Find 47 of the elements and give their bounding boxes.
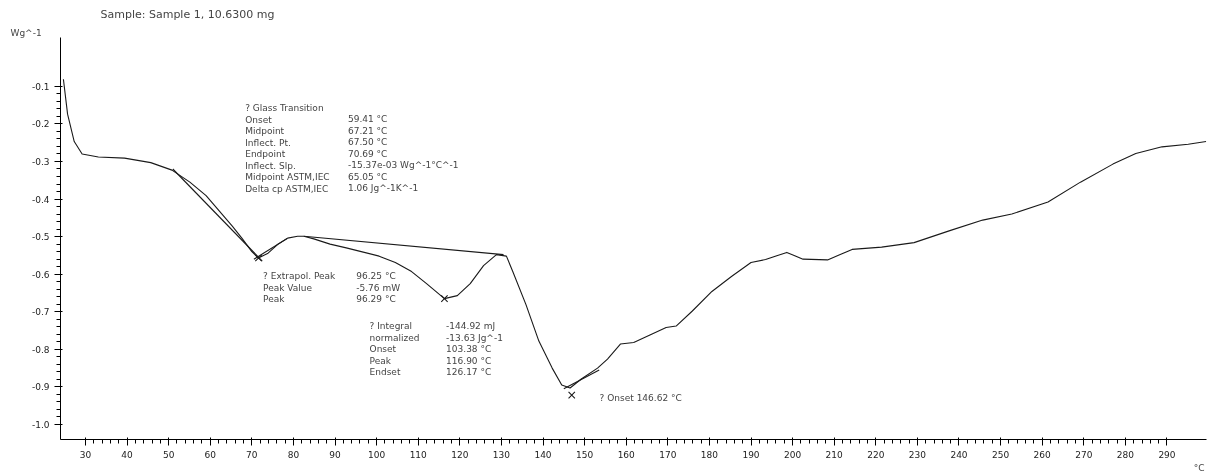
x-tick-label: 280 (1116, 449, 1135, 460)
annotation: ? Glass Transition Onset Midpoint Inflect. Pt. Endpoint Inflect. Slp. Midpoint ASTM,IEC Delta cp ASTM,IEC (245, 103, 330, 194)
annotation: -144.92 mJ -13.63 Jg^-1 103.38 °C 116.90 °C 126.17 °C (446, 321, 503, 378)
y-tick-label: -0.6 (31, 269, 50, 280)
x-tick-label: 260 (1033, 449, 1052, 460)
x-tick-label: 270 (1075, 449, 1093, 460)
x-tick-label: 100 (368, 449, 386, 460)
x-tick-label: 160 (617, 449, 636, 460)
y-tick-label: -0.3 (31, 156, 50, 167)
y-axis-title: Wg^-1 (10, 27, 42, 38)
x-tick-label: 150 (576, 449, 594, 460)
x-tick-label: 110 (409, 449, 428, 460)
y-tick-label: -0.7 (31, 307, 50, 318)
x-tick-label: 210 (825, 449, 844, 460)
x-tick-label: 240 (950, 449, 968, 460)
y-tick-label: -0.1 (31, 81, 50, 92)
x-tick-label: 50 (162, 449, 175, 460)
x-tick-label: 170 (659, 449, 677, 460)
chart-title: Sample: Sample 1, 10.6300 mg (100, 7, 275, 21)
x-tick-label: 90 (329, 449, 342, 460)
annotation: ? Onset 146.62 °C (599, 392, 682, 403)
x-tick-label: 120 (451, 449, 469, 460)
y-tick-label: -0.9 (31, 382, 50, 393)
x-tick-label: 80 (287, 449, 300, 460)
y-tick-label: -1.0 (31, 419, 50, 430)
annotation: ? Extrapol. Peak Peak Value Peak (263, 271, 337, 305)
x-tick-label: 40 (121, 449, 134, 460)
x-tick-label: 290 (1158, 449, 1176, 460)
y-tick-label: -0.2 (31, 119, 50, 130)
x-tick-label: 190 (742, 449, 760, 460)
x-tick-label: 70 (246, 449, 258, 460)
y-tick-label: -0.4 (31, 194, 50, 205)
x-tick-label: 30 (79, 449, 92, 460)
y-tick-label: -0.5 (31, 232, 50, 243)
x-tick-label: 230 (908, 449, 927, 460)
x-tick-label: 200 (784, 449, 802, 460)
x-tick-label: 140 (534, 449, 552, 460)
x-tick-label: 130 (492, 449, 511, 460)
x-tick-label: 220 (867, 449, 885, 460)
annotation: ? Integral normalized Onset Peak Endset (369, 321, 420, 378)
y-tick-label: -0.8 (31, 344, 50, 355)
x-tick-label: 180 (700, 449, 719, 460)
annotation: 59.41 °C 67.21 °C 67.50 °C 70.69 °C -15.37e-03 Wg^-1°C^-1 65.05 °C 1.06 Jg^-1K^-1 (347, 114, 459, 194)
annotation: 96.25 °C -5.76 mW 96.29 °C (356, 271, 401, 305)
x-tick-label: 250 (992, 449, 1010, 460)
x-axis-title: °C (1193, 462, 1205, 472)
x-tick-label: 60 (204, 449, 217, 460)
